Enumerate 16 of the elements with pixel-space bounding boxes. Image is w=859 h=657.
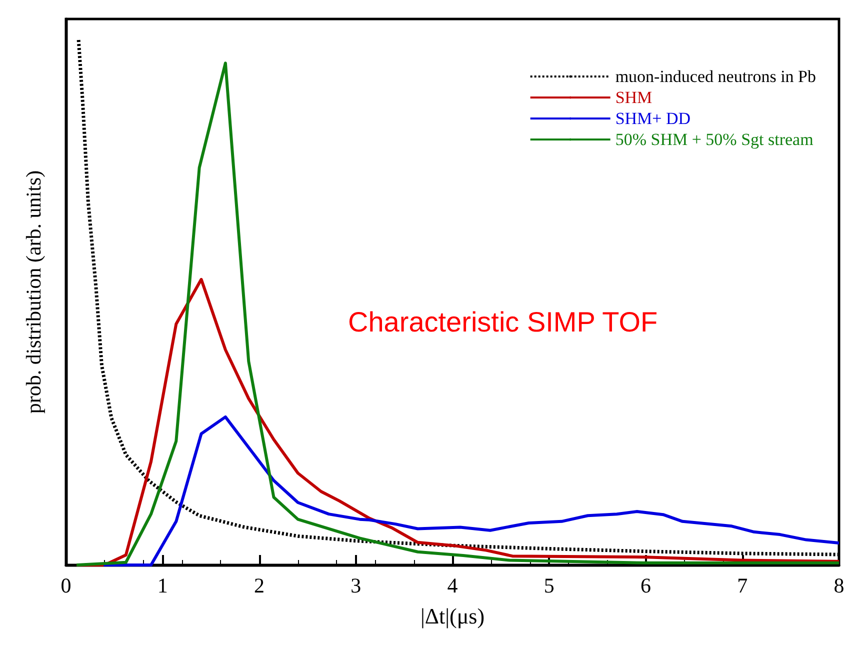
y-axis-title: prob. distribution (arb. units) [22,170,46,414]
legend-label: SHM [615,88,652,107]
x-tick-label: 2 [254,574,264,598]
legend-label: 50% SHM + 50% Sgt stream [615,130,814,149]
x-tick-label: 4 [447,574,458,598]
x-tick-label: 5 [544,574,554,598]
x-tick-label: 7 [737,574,748,598]
x-tick-label: 3 [350,574,362,598]
legend-label: muon-induced neutrons in Pb [615,67,816,86]
x-tick-label: 1 [157,574,168,598]
x-tick-label: 8 [834,574,844,598]
x-axis-title: |Δt|(μs) [420,604,485,628]
annotation: Characteristic SIMP TOF [348,306,658,338]
legend-label: SHM+ DD [615,109,691,128]
x-tick-label: 6 [640,574,651,598]
x-tick-label: 0 [60,574,72,598]
